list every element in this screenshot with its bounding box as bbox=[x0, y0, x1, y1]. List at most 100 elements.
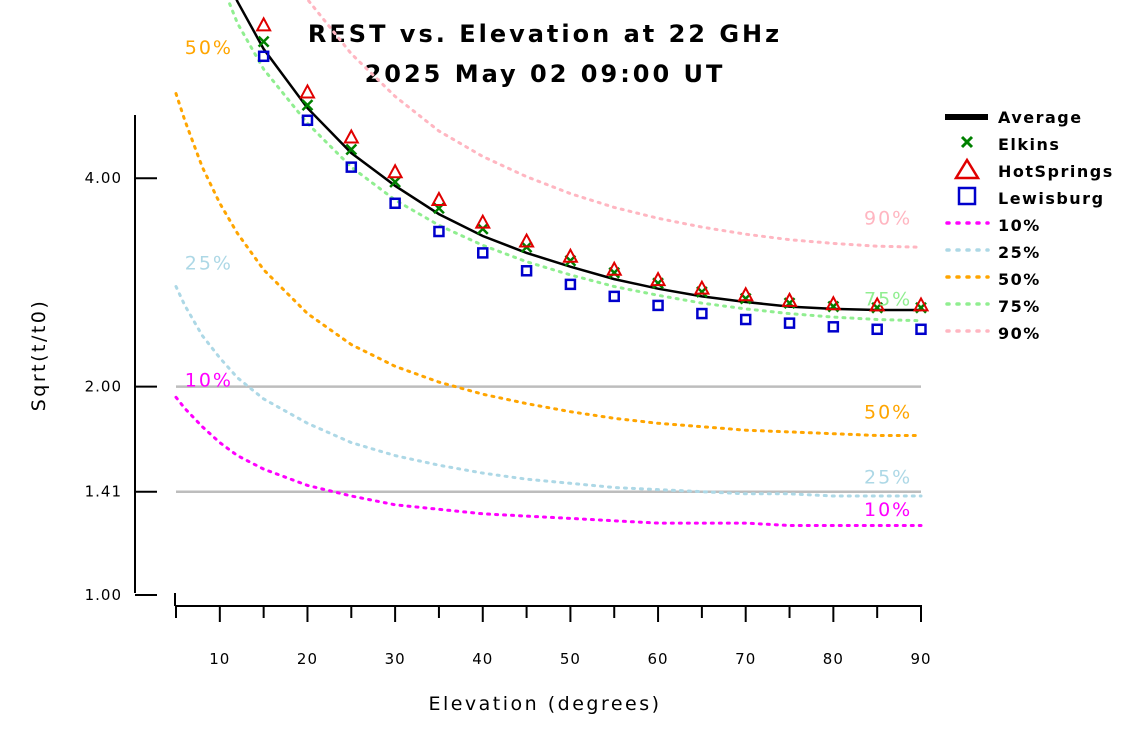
data-point-elkins bbox=[257, 35, 270, 48]
annotation-10pct: 10% bbox=[864, 499, 912, 521]
data-point-hotsprings bbox=[737, 286, 754, 302]
data-point-hotsprings bbox=[649, 271, 667, 287]
annotation-10pct: 10% bbox=[185, 370, 233, 392]
x-tick-label: 60 bbox=[648, 650, 669, 668]
data-point-lewisburg bbox=[345, 161, 358, 173]
x-tick-label: 40 bbox=[472, 650, 493, 668]
legend-label: 75% bbox=[998, 297, 1041, 316]
legend-item-50pct: 50% bbox=[945, 270, 1041, 289]
series-line-90pct bbox=[306, 0, 923, 249]
data-point-hotsprings bbox=[430, 190, 448, 207]
data-point-elkins bbox=[389, 176, 402, 188]
annotation-50pct: 50% bbox=[864, 401, 912, 423]
series-hotsprings bbox=[255, 16, 930, 312]
data-point-lewisburg bbox=[520, 265, 533, 277]
data-point-hotsprings bbox=[518, 232, 535, 248]
annotation-75pct: 75% bbox=[864, 288, 912, 310]
annotation-25pct: 25% bbox=[185, 253, 233, 275]
series-lewisburg bbox=[257, 50, 927, 336]
legend-swatch bbox=[957, 186, 977, 206]
series-10pct bbox=[174, 395, 923, 527]
annotation-50pct: 50% bbox=[185, 37, 233, 59]
series-line-25pct bbox=[174, 285, 923, 498]
series-line-10pct bbox=[174, 395, 923, 527]
data-point-hotsprings bbox=[693, 279, 711, 295]
series-75pct bbox=[226, 0, 923, 323]
legend-swatch bbox=[960, 135, 974, 149]
y-tick-label: 1.41 bbox=[85, 483, 122, 501]
series-group bbox=[174, 0, 930, 527]
data-point-hotsprings bbox=[825, 295, 842, 311]
data-point-hotsprings bbox=[255, 16, 272, 32]
legend-label: Average bbox=[998, 108, 1083, 127]
legend-label: Elkins bbox=[998, 135, 1060, 154]
data-point-lewisburg bbox=[433, 225, 445, 238]
data-point-hotsprings bbox=[912, 296, 930, 312]
data-point-lewisburg bbox=[827, 321, 840, 333]
legend-label: Lewisburg bbox=[998, 189, 1105, 208]
data-point-hotsprings bbox=[474, 213, 491, 229]
data-point-lewisburg bbox=[783, 317, 796, 329]
legend-item-10pct: 10% bbox=[945, 216, 1041, 235]
annotation-90pct: 90% bbox=[864, 207, 912, 229]
legend-label: 25% bbox=[998, 243, 1041, 262]
legend-label: 50% bbox=[998, 270, 1041, 289]
data-point-hotsprings bbox=[562, 247, 579, 263]
data-point-lewisburg bbox=[871, 323, 883, 336]
legend-item-90pct: 90% bbox=[945, 324, 1041, 343]
data-point-lewisburg bbox=[915, 323, 927, 336]
legend-item-25pct: 25% bbox=[945, 243, 1041, 262]
y-tick-label: 4.00 bbox=[85, 169, 122, 187]
legend-label: 10% bbox=[998, 216, 1041, 235]
data-point-hotsprings bbox=[299, 83, 316, 99]
chart-subtitle: 2025 May 02 09:00 UT bbox=[365, 60, 726, 88]
series-25pct bbox=[174, 285, 923, 498]
series-line-50pct bbox=[174, 92, 923, 437]
data-point-elkins bbox=[476, 222, 489, 235]
y-tick-label: 1.00 bbox=[85, 586, 122, 604]
series-line-75pct bbox=[226, 0, 923, 323]
data-point-hotsprings bbox=[606, 260, 623, 276]
x-tick-label: 10 bbox=[209, 650, 230, 668]
data-point-elkins bbox=[301, 99, 314, 112]
data-point-lewisburg bbox=[564, 278, 577, 291]
x-axis-label: Elevation (degrees) bbox=[428, 693, 661, 715]
x-tick-label: 80 bbox=[823, 650, 844, 668]
y-tick-label: 2.00 bbox=[85, 378, 122, 396]
x-tick-label: 20 bbox=[297, 650, 318, 668]
series-50pct bbox=[174, 92, 923, 437]
percentile-annotations: 50% 25% 10% 90% 75% 50% 25% 10% bbox=[185, 37, 912, 521]
legend-label: HotSprings bbox=[998, 162, 1114, 181]
data-point-lewisburg bbox=[301, 114, 314, 127]
data-point-lewisburg bbox=[652, 299, 664, 312]
reference-lines bbox=[176, 385, 921, 493]
x-tick-label: 30 bbox=[385, 650, 406, 668]
x-tick-label: 50 bbox=[560, 650, 581, 668]
data-point-lewisburg bbox=[608, 290, 620, 303]
x-tick-label: 70 bbox=[735, 650, 756, 668]
legend-item-hotsprings: HotSprings bbox=[953, 157, 1114, 181]
legend-label: 90% bbox=[998, 324, 1041, 343]
y-axis-label: Sqrt(t/t0) bbox=[28, 299, 50, 412]
chart-title: REST vs. Elevation at 22 GHz bbox=[308, 20, 782, 48]
data-point-lewisburg bbox=[257, 50, 270, 63]
legend-item-75pct: 75% bbox=[945, 297, 1041, 316]
data-point-elkins bbox=[345, 143, 358, 156]
y-axis-ticks: 1.001.412.004.008.00 bbox=[85, 169, 157, 604]
legend-item-lewisburg: Lewisburg bbox=[957, 186, 1105, 208]
x-axis-ticks: 10 20 30 40 50 60 70 80 90 bbox=[175, 606, 931, 668]
series-90pct bbox=[306, 0, 923, 249]
legend: Average Elkins HotSprings Lewisburg 10% 25% 50… bbox=[945, 108, 1114, 343]
data-point-lewisburg bbox=[739, 313, 752, 326]
legend-swatch bbox=[953, 157, 981, 180]
legend-item-average: Average bbox=[945, 108, 1083, 127]
data-point-lewisburg bbox=[389, 197, 401, 210]
data-point-hotsprings bbox=[386, 163, 404, 179]
data-point-hotsprings bbox=[781, 291, 798, 307]
data-point-lewisburg bbox=[477, 247, 489, 259]
annotation-25pct: 25% bbox=[864, 466, 912, 488]
data-point-lewisburg bbox=[696, 307, 708, 320]
data-point-hotsprings bbox=[868, 296, 886, 312]
legend-item-elkins: Elkins bbox=[960, 135, 1060, 154]
